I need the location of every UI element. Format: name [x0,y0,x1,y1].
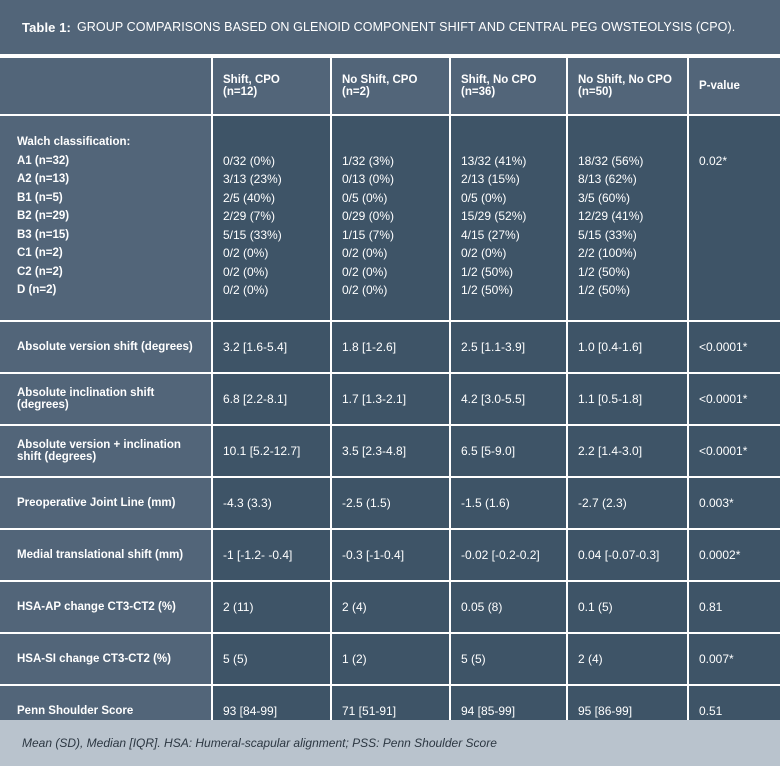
cell-value: 1.7 [1.3-2.1] [330,372,451,426]
cell-value: 1 (2) [330,632,451,686]
cell-value: 0.1 (5) [566,580,689,634]
table-row: HSA-AP change CT3-CT2 (%) 2 (11) 2 (4) 0… [0,580,780,634]
cell-value: 5 (5) [449,632,568,686]
cell-value: -1 [-1.2- -0.4] [211,528,332,582]
row-label: Absolute inclination shift (degrees) [0,372,213,426]
cell-value: 1.1 [0.5-1.8] [566,372,689,426]
cell-value: 6.5 [5-9.0] [449,424,568,478]
row-label: Absolute version shift (degrees) [0,320,213,374]
row-label: Preoperative Joint Line (mm) [0,476,213,530]
table-row: Medial translational shift (mm) -1 [-1.2… [0,528,780,582]
row-label: HSA-AP change CT3-CT2 (%) [0,580,213,634]
col-header-pvalue: P-value [687,56,780,116]
cell-value: 5 (5) [211,632,332,686]
walch-pvalue: 0.02* [687,114,780,322]
cell-pvalue: 0.007* [687,632,780,686]
table-row: Preoperative Joint Line (mm) -4.3 (3.3) … [0,476,780,530]
cell-value: 2 (4) [566,632,689,686]
cell-pvalue: 0.0002* [687,528,780,582]
cell-pvalue: <0.0001* [687,320,780,374]
table-row: Absolute version shift (degrees) 3.2 [1.… [0,320,780,374]
col-header-noshift-nocpo: No Shift, No CPO (n=50) [566,56,689,116]
cell-pvalue: 0.81 [687,580,780,634]
walch-labels: Walch classification: A1 (n=32) A2 (n=13… [0,114,213,322]
table-row: Absolute version + inclination shift (de… [0,424,780,478]
cell-value: 6.8 [2.2-8.1] [211,372,332,426]
row-label: Absolute version + inclination shift (de… [0,424,213,478]
cell-value: 2.5 [1.1-3.9] [449,320,568,374]
cell-value: 2.2 [1.4-3.0] [566,424,689,478]
row-label: Penn Shoulder Score [0,684,213,738]
cell-value: 2 (4) [330,580,451,634]
cell-value: 3.5 [2.3-4.8] [330,424,451,478]
row-label: Medial translational shift (mm) [0,528,213,582]
col-header-shift-nocpo: Shift, No CPO (n=36) [449,56,568,116]
header-row: Shift, CPO (n=12) No Shift, CPO (n=2) Shif… [0,56,780,116]
col-header-shift-cpo: Shift, CPO (n=12) [211,56,332,116]
cell-value: -2.5 (1.5) [330,476,451,530]
walch-col-shift-nocpo: 13/32 (41%) 2/13 (15%) 0/5 (0%) 15/29 (5… [449,114,568,322]
table-title-text: GROUP COMPARISONS BASED ON GLENOID COMPO… [76,20,736,34]
cell-value: -0.02 [-0.2-0.2] [449,528,568,582]
cell-value: -1.5 (1.6) [449,476,568,530]
walch-row: Walch classification: A1 (n=32) A2 (n=13… [0,114,780,322]
cell-value: 3.2 [1.6-5.4] [211,320,332,374]
table-title: Table 1: GROUP COMPARISONS BASED ON GLEN… [0,0,780,56]
cell-value: -2.7 (2.3) [566,476,689,530]
walch-col-noshift-nocpo: 18/32 (56%) 8/13 (62%) 3/5 (60%) 12/29 (… [566,114,689,322]
walch-col-shift-cpo: 0/32 (0%) 3/13 (23%) 2/5 (40%) 2/29 (7%)… [211,114,332,322]
table-title-label: Table 1: [22,19,71,35]
table-footnote: Mean (SD), Median [IQR]. HSA: Humeral-sc… [0,720,780,766]
cell-value: 0.04 [-0.07-0.3] [566,528,689,582]
row-label: HSA-SI change CT3-CT2 (%) [0,632,213,686]
cell-pvalue: <0.0001* [687,424,780,478]
cell-pvalue: 0.003* [687,476,780,530]
cell-value: 4.2 [3.0-5.5] [449,372,568,426]
cell-value: -0.3 [-1-0.4] [330,528,451,582]
cell-value: 2 (11) [211,580,332,634]
cell-pvalue: <0.0001* [687,372,780,426]
cell-value: -4.3 (3.3) [211,476,332,530]
cell-value: 10.1 [5.2-12.7] [211,424,332,478]
cell-value: 1.0 [0.4-1.6] [566,320,689,374]
table-row: HSA-SI change CT3-CT2 (%) 5 (5) 1 (2) 5 … [0,632,780,686]
header-blank [0,56,213,116]
cell-value: 1.8 [1-2.6] [330,320,451,374]
table-row: Absolute inclination shift (degrees) 6.8… [0,372,780,426]
col-header-noshift-cpo: No Shift, CPO (n=2) [330,56,451,116]
comparison-table: Shift, CPO (n=12) No Shift, CPO (n=2) Shif… [0,56,780,738]
cell-value: 0.05 (8) [449,580,568,634]
walch-col-noshift-cpo: 1/32 (3%) 0/13 (0%) 0/5 (0%) 0/29 (0%) 1… [330,114,451,322]
